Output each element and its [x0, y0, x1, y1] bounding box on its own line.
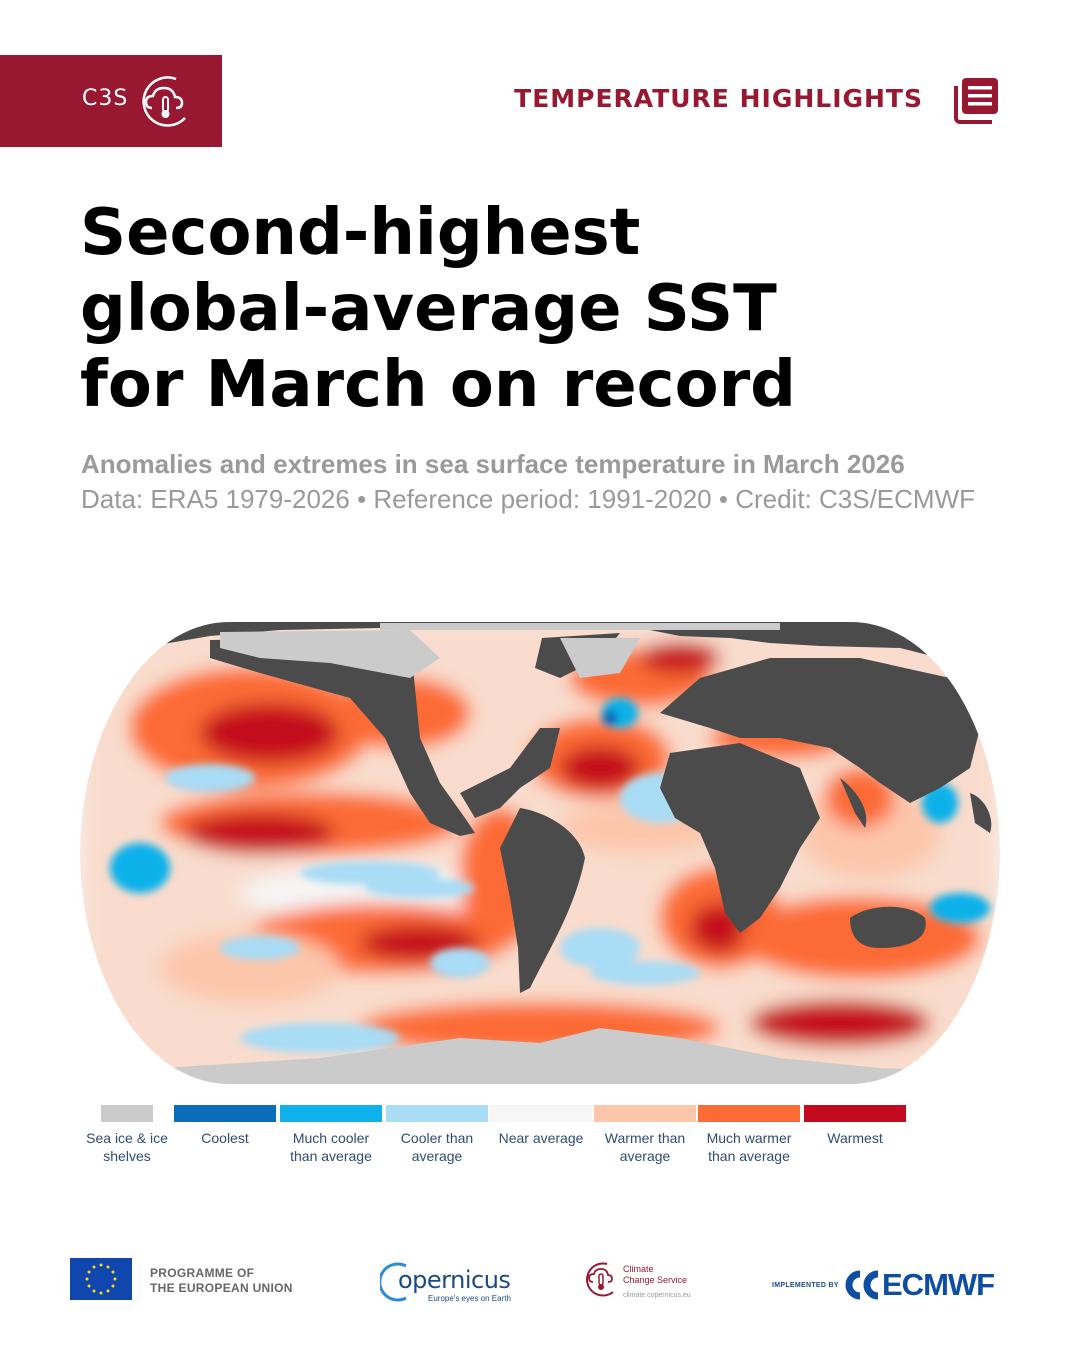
- legend-item-sea-ice: Sea ice & ice shelves: [86, 1105, 168, 1165]
- legend-swatch: [280, 1105, 382, 1122]
- ccs-name-line-1: Climate: [623, 1264, 654, 1274]
- legend-swatch: [698, 1105, 800, 1122]
- copernicus-tagline: Europe's eyes on Earth: [428, 1294, 511, 1303]
- legend-label: Warmer than average: [604, 1130, 686, 1164]
- headline-line-1: Second-highest: [80, 196, 641, 270]
- section-label: TEMPERATURE HIGHLIGHTS: [514, 84, 923, 113]
- data-source-line: Data: ERA5 1979-2026 • Reference period:…: [81, 484, 975, 514]
- ecmwf-wordmark: ECMWF: [882, 1267, 995, 1302]
- climate-change-service-logo: Climate Change Service climate.copernicu…: [583, 1260, 703, 1305]
- legend-swatch: [804, 1105, 906, 1122]
- eu-flag-icon: [70, 1258, 132, 1300]
- legend-item-much-cooler: Much cooler than average: [280, 1105, 382, 1165]
- ecmwf-mark-icon: [845, 1270, 879, 1300]
- legend-item-coolest: Coolest: [174, 1105, 276, 1147]
- legend-swatch: [490, 1105, 592, 1122]
- legend-swatch: [386, 1105, 488, 1122]
- ccs-name-line-2: Change Service: [623, 1275, 688, 1285]
- legend-swatch: [101, 1105, 153, 1122]
- legend-item-near-average: Near average: [490, 1105, 592, 1147]
- legend-label: Much cooler than average: [290, 1130, 372, 1164]
- map-subtitle: Anomalies and extremes in sea surface te…: [81, 449, 905, 479]
- c3s-logo-text: C3S: [82, 86, 129, 111]
- sst-anomaly-map: [80, 622, 1000, 1084]
- headline: Second-highest global-average SST for Ma…: [80, 195, 980, 423]
- legend-item-warmer: Warmer than average: [594, 1105, 696, 1165]
- eu-programme-text: PROGRAMME OF THE EUROPEAN UNION: [150, 1266, 293, 1296]
- headline-line-3: for March on record: [80, 348, 796, 422]
- legend-label: Sea ice & ice shelves: [86, 1130, 168, 1164]
- legend-label: Much warmer than average: [706, 1130, 792, 1164]
- legend-label: Cooler than average: [400, 1130, 474, 1164]
- legend-label: Coolest: [201, 1130, 249, 1146]
- eu-programme-line-1: PROGRAMME OF: [150, 1266, 255, 1280]
- ccs-url: climate.copernicus.eu: [623, 1292, 691, 1299]
- headline-line-2: global-average SST: [80, 272, 777, 346]
- map-legend: Sea ice & ice shelves Coolest Much coole…: [0, 1105, 1080, 1175]
- cloud-thermometer-icon: [142, 76, 186, 127]
- copernicus-wordmark: opernicus: [398, 1266, 511, 1294]
- c3s-brand-tab: C3S: [0, 55, 222, 147]
- footer-logos: PROGRAMME OF THE EUROPEAN UNION opernicu…: [0, 1250, 1080, 1310]
- legend-item-warmest: Warmest: [804, 1105, 906, 1147]
- legend-item-cooler: Cooler than average: [386, 1105, 488, 1165]
- copernicus-arc-icon: [380, 1262, 407, 1302]
- legend-label: Warmest: [827, 1130, 883, 1146]
- copernicus-logo: opernicus Europe's eyes on Earth: [380, 1256, 511, 1306]
- implemented-by-label: IMPLEMENTED BY: [772, 1282, 839, 1289]
- legend-swatch: [174, 1105, 276, 1122]
- eu-programme-line-2: THE EUROPEAN UNION: [150, 1281, 293, 1295]
- legend-swatch: [594, 1105, 696, 1122]
- document-icon: [954, 78, 998, 124]
- legend-item-much-warmer: Much warmer than average: [698, 1105, 800, 1165]
- cloud-thermometer-icon: [586, 1262, 614, 1297]
- ccs-name: Climate Change Service: [623, 1264, 687, 1286]
- legend-label: Near average: [498, 1130, 584, 1146]
